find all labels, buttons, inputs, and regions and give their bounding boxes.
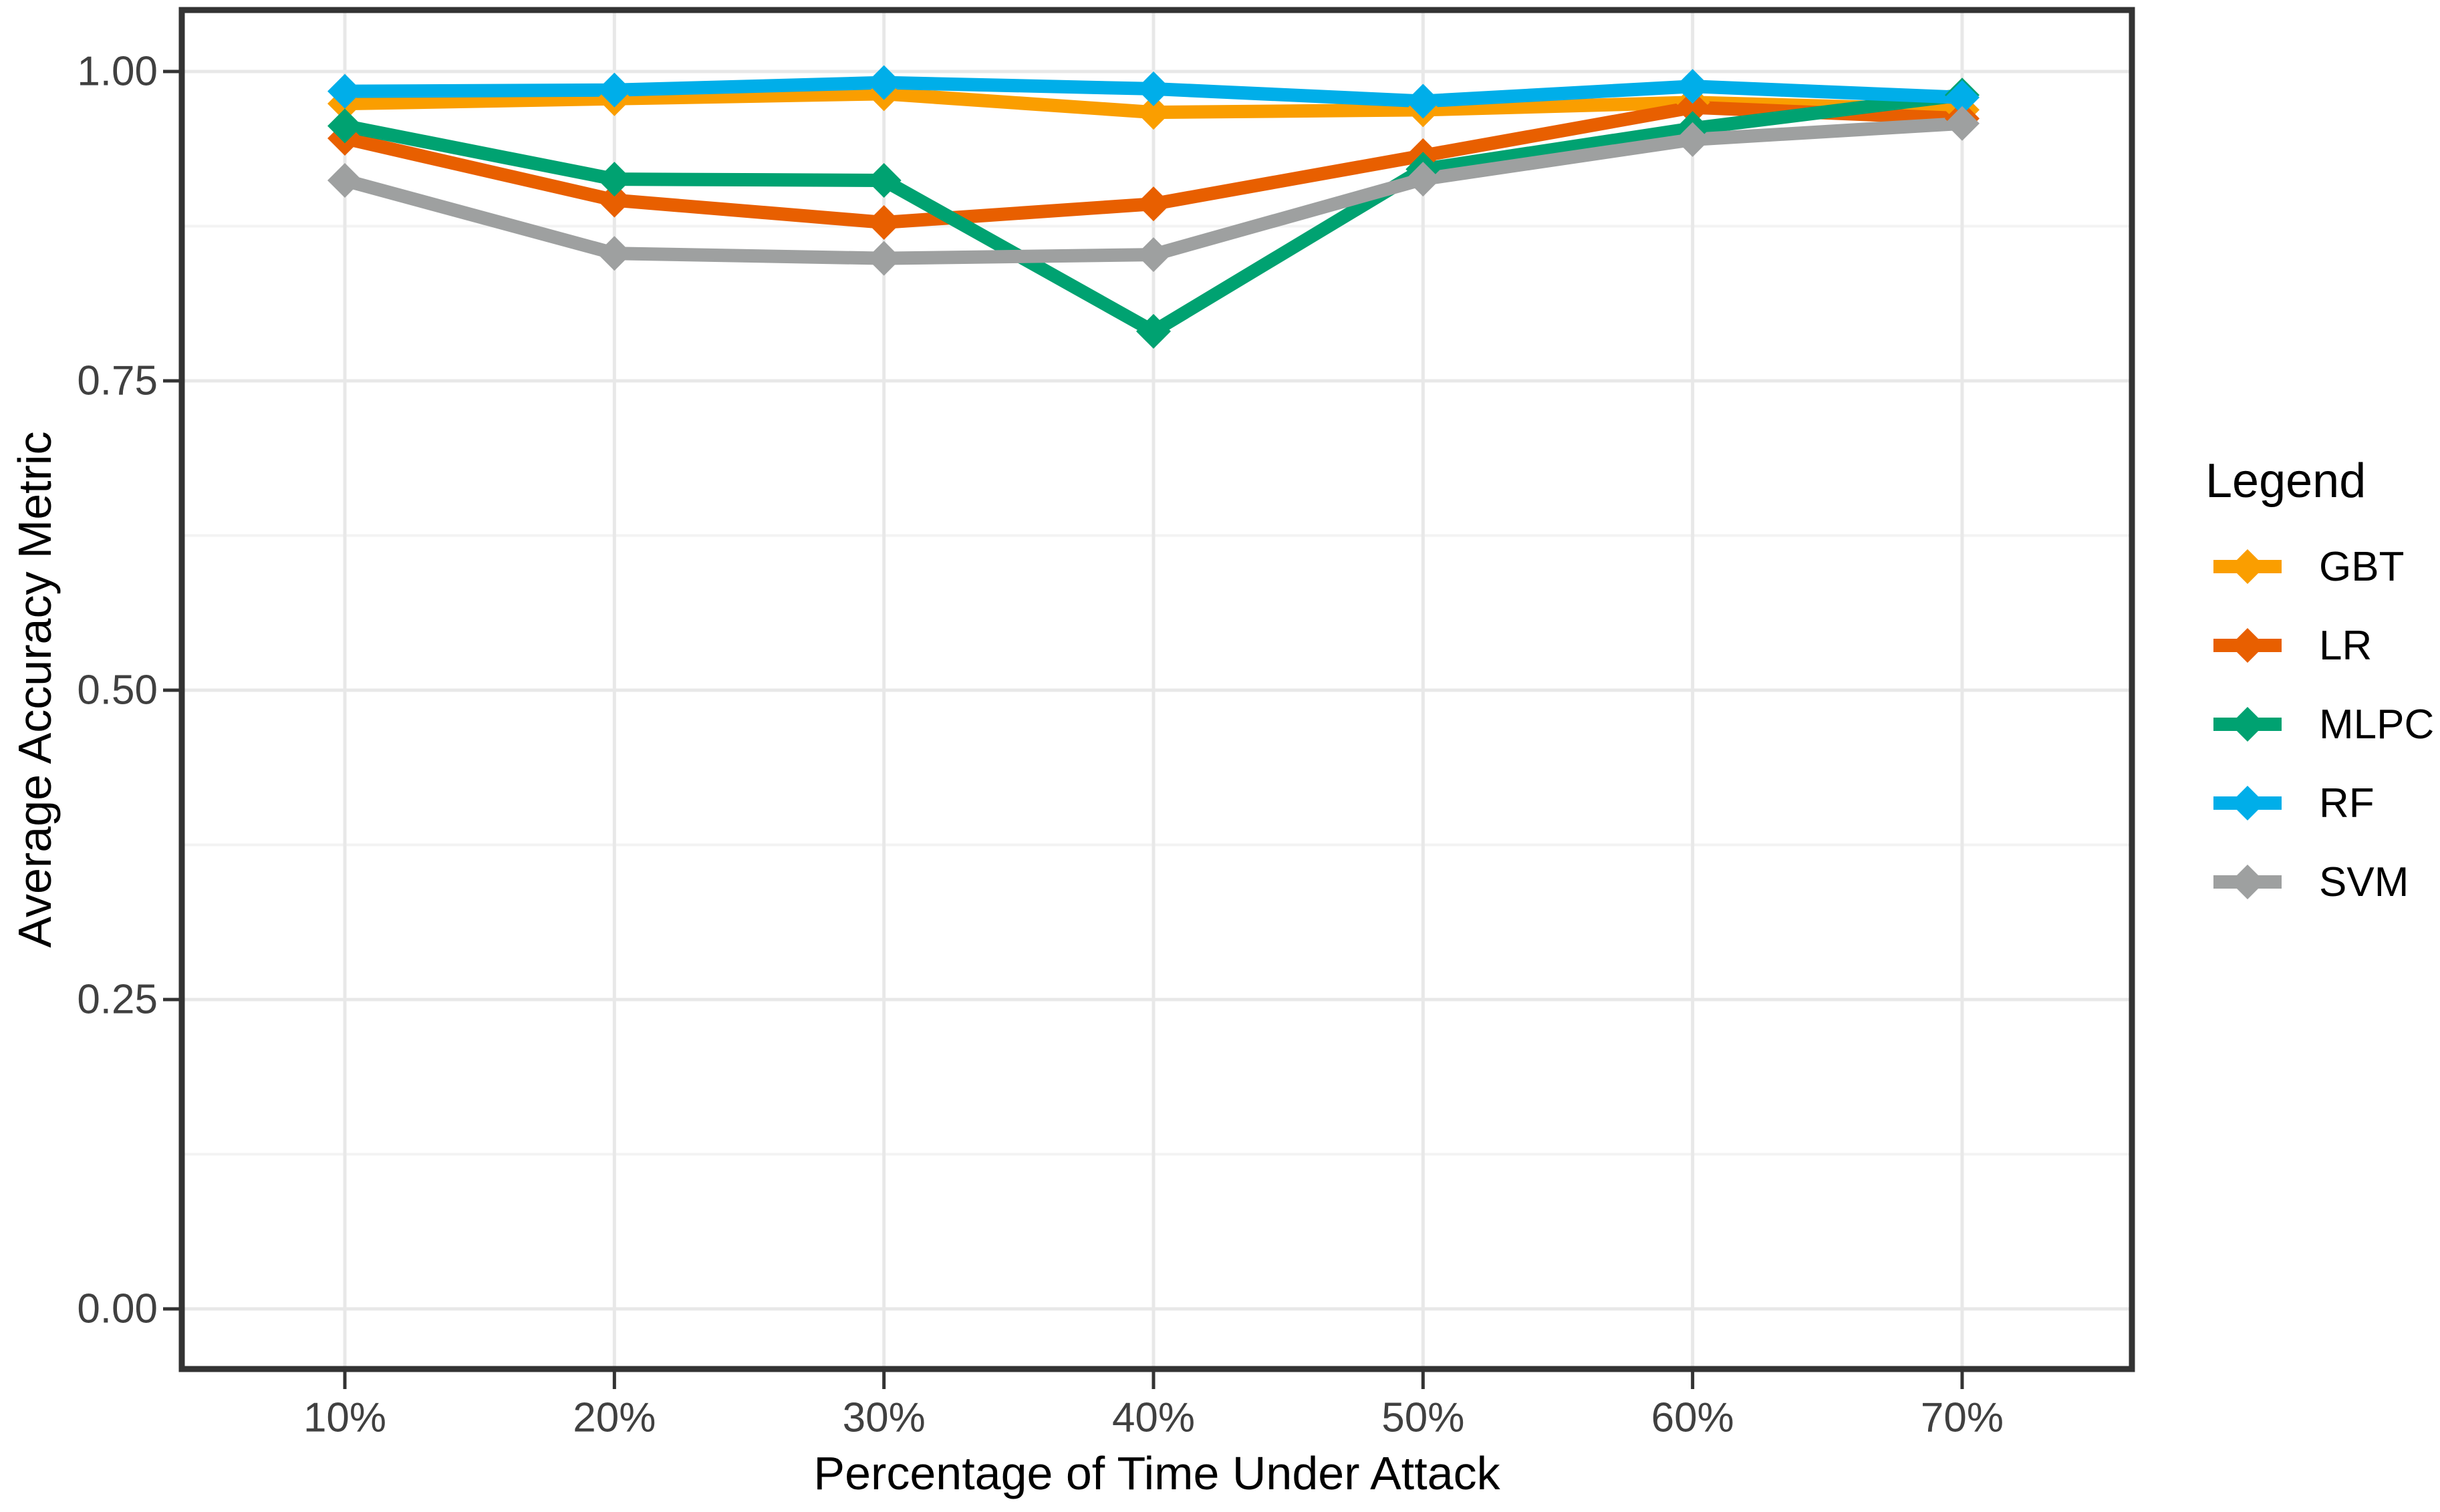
data-point-diamond-RF	[1944, 80, 1980, 115]
data-point-diamond-RF	[1675, 69, 1710, 104]
data-point-diamond-LR	[597, 182, 632, 218]
data-point-diamond-SVM	[327, 162, 362, 198]
x-axis-title: Percentage of Time Under Attack	[813, 1447, 1500, 1499]
x-tick-label: 30%	[843, 1395, 926, 1441]
data-point-diamond-LR	[1135, 186, 1171, 222]
data-point-diamond-SVM	[1405, 162, 1441, 197]
y-tick-label: 1.00	[77, 49, 158, 95]
y-tick-label: 0.50	[77, 667, 158, 714]
x-tick-label: 10%	[303, 1395, 386, 1441]
data-point-diamond-MLPC	[1135, 313, 1171, 349]
x-tick-label: 40%	[1112, 1395, 1195, 1441]
x-tick-label: 20%	[573, 1395, 656, 1441]
data-point-diamond-LR	[1675, 90, 1710, 125]
data-point-diamond-RF	[1135, 71, 1171, 106]
data-point-diamond-RF	[1405, 84, 1441, 119]
data-point-diamond-RF	[866, 65, 902, 100]
y-tick-label: 0.00	[77, 1286, 158, 1332]
x-tick-label: 60%	[1651, 1395, 1734, 1441]
data-point-diamond-MLPC	[597, 162, 632, 197]
data-point-diamond-SVM	[1944, 106, 1980, 141]
data-point-diamond-SVM	[597, 236, 632, 271]
data-point-diamond-MLPC	[866, 162, 902, 198]
data-point-diamond-GBT	[1135, 95, 1171, 130]
data-point-diamond-SVM	[866, 241, 902, 276]
data-point-diamond-RF	[327, 73, 362, 109]
data-point-diamond-LR	[866, 204, 902, 240]
data-point-diamond-SVM	[1135, 237, 1171, 273]
x-tick-label: 70%	[1921, 1395, 2004, 1441]
data-point-diamond-RF	[597, 72, 632, 108]
x-tick-label: 50%	[1381, 1395, 1464, 1441]
data-point-diamond-MLPC	[327, 108, 362, 144]
y-axis-title: Average Accuracy Metric	[9, 431, 61, 948]
data-point-diamond-SVM	[1675, 122, 1710, 157]
y-tick-label: 0.25	[77, 977, 158, 1023]
y-tick-label: 0.75	[77, 358, 158, 404]
